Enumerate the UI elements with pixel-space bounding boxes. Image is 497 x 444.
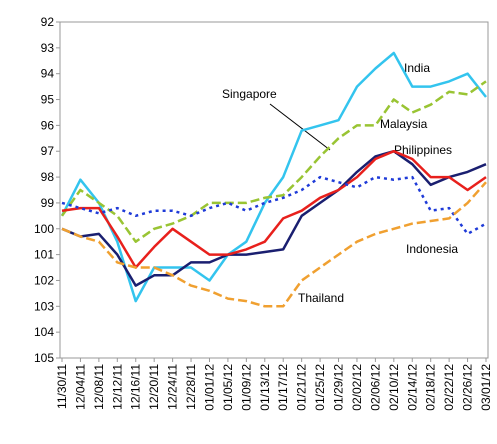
x-tick-label: 01/09/12: [239, 364, 253, 411]
y-tick-label: 99: [41, 196, 55, 210]
x-tick-label: 01/05/12: [221, 364, 235, 411]
x-tick-label: 01/25/12: [313, 364, 327, 411]
x-tick-label: 12/08/11: [92, 364, 106, 410]
x-tick-label: 02/22/12: [442, 364, 456, 411]
series-label: Singapore: [222, 87, 277, 101]
y-tick-label: 93: [41, 41, 55, 55]
series-line: [61, 181, 487, 308]
y-tick-label: 96: [41, 118, 55, 132]
x-tick-label: 02/06/12: [368, 364, 382, 411]
y-tick-label: 102: [34, 273, 54, 287]
series-label: Thailand: [298, 291, 344, 305]
y-tick-label: 100: [34, 222, 54, 236]
x-tick-label: 12/04/11: [73, 364, 87, 410]
series-line: [60, 80, 487, 243]
pointer-line: [269, 103, 331, 151]
x-tick-label: 12/24/11: [166, 364, 180, 410]
y-tick-label: 98: [41, 170, 55, 184]
y-tick-label: 101: [34, 248, 54, 262]
series-label: India: [404, 61, 430, 75]
x-tick-label: 01/29/12: [332, 364, 346, 411]
x-tick-label: 02/10/12: [387, 364, 401, 411]
y-tick-label: 92: [41, 15, 55, 29]
y-tick-label: 105: [34, 351, 54, 365]
series-line: [61, 175, 487, 236]
plot-frame: [59, 21, 489, 359]
x-tick-label: 01/21/12: [295, 364, 309, 411]
series-line: [61, 149, 487, 269]
y-tick-label: 95: [41, 93, 55, 107]
x-tick-label: 01/17/12: [276, 364, 290, 411]
x-tick-label: 12/28/11: [184, 364, 198, 410]
x-tick-label: 02/14/12: [405, 364, 419, 411]
y-tick-label: 104: [34, 325, 54, 339]
series-label: Philippines: [394, 143, 452, 157]
series-label: Indonesia: [406, 242, 458, 256]
series-line: [60, 51, 487, 303]
x-tick-label: 02/18/12: [424, 364, 438, 411]
x-tick-label: 12/12/11: [110, 364, 124, 410]
x-tick-label: 12/20/11: [147, 364, 161, 410]
y-tick-label: 97: [41, 144, 55, 158]
x-tick-label: 02/02/12: [350, 364, 364, 411]
x-tick-label: 11/30/11: [55, 364, 69, 409]
x-tick-label: 01/01/12: [202, 364, 216, 411]
x-tick-label: 03/01/12: [479, 364, 493, 411]
x-tick-label: 01/13/12: [258, 364, 272, 411]
y-tick-label: 94: [41, 67, 55, 81]
x-tick-label: 02/26/12: [461, 364, 475, 411]
series-line: [61, 149, 487, 287]
x-tick-label: 12/16/11: [129, 364, 143, 410]
series-label: Malaysia: [380, 117, 428, 131]
y-tick-label: 103: [34, 299, 54, 313]
